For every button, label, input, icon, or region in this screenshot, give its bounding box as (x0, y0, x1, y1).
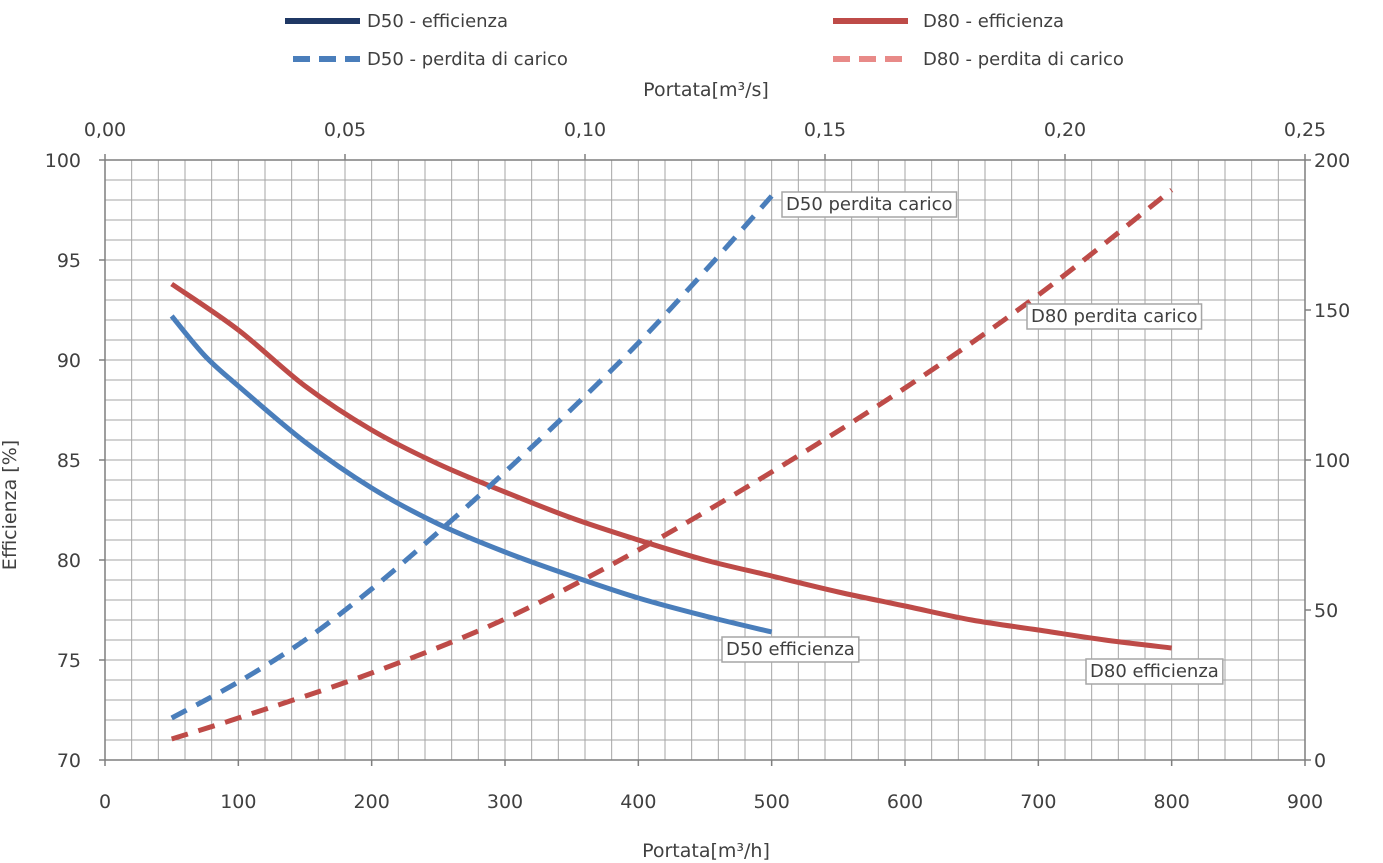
y-right-tick-label: 50 (1314, 600, 1338, 622)
series-line-d50-perdita-di-carico (170, 194, 774, 721)
legend-label-d50-efficienza: D50 - efficienza (367, 11, 508, 32)
series-label-d50-perdita-carico: D50 perdita carico (781, 191, 958, 218)
series-label-box (1085, 658, 1224, 685)
series-label-text: D50 perdita carico (786, 194, 953, 215)
y-left-tick-label: 75 (57, 650, 81, 672)
series-labels: D50 efficienza D80 efficienza D50 perdita … (721, 191, 1224, 685)
x-top-tick-label: 0,15 (804, 119, 846, 141)
y-left-tick-label: 85 (57, 450, 81, 472)
y-right-tick-label: 200 (1314, 150, 1350, 172)
series-label-d80-efficienza: D80 efficienza (1085, 658, 1224, 685)
x-top-tick-label: 0,00 (84, 119, 126, 141)
legend-label-d80-efficienza: D80 - efficienza (923, 11, 1064, 32)
series-label-text: D80 efficienza (1090, 661, 1219, 682)
x-bottom-tick-label: 0 (99, 791, 111, 813)
x-bottom-tick-label: 300 (487, 791, 523, 813)
legend-label-d50-perdita: D50 - perdita di carico (367, 49, 568, 70)
y-right-tick-label: 100 (1314, 450, 1350, 472)
x-bottom-tick-label: 700 (1020, 791, 1056, 813)
x-top-tick-label: 0,05 (324, 119, 366, 141)
series-line-d80-efficienza (170, 281, 1172, 651)
x-top-tick-label: 0,10 (564, 119, 606, 141)
y-right-tick-label: 150 (1314, 300, 1350, 322)
y-right-tick-label: 0 (1314, 750, 1326, 772)
x-bottom-tick-label: 500 (754, 791, 790, 813)
x-bottom-tick-label: 800 (1154, 791, 1190, 813)
series-label-d80-perdita-carico: D80 perdita carico (1026, 303, 1203, 330)
series-line-d80-perdita-di-carico (170, 188, 1174, 742)
series-group (169, 188, 1174, 742)
legend: D50 - efficienza D80 - efficienza D50 - … (285, 11, 1124, 70)
y-left-axis-title: Efficienza [%] (0, 440, 21, 570)
y-left-tick-label: 80 (57, 550, 81, 572)
series-label-box (781, 191, 958, 218)
x-bottom-axis-title: Portata[m³/h] (642, 840, 770, 862)
series-label-box (721, 636, 860, 663)
x-bottom-tick-label: 200 (354, 791, 390, 813)
series-label-d50-efficienza: D50 efficienza (721, 636, 860, 663)
series-label-text: D80 perdita carico (1031, 306, 1198, 327)
y-left-tick-label: 70 (57, 750, 81, 772)
y-left-tick-label: 100 (45, 150, 81, 172)
x-bottom-tick-label: 900 (1287, 791, 1323, 813)
series-line-d50-efficienza (169, 314, 773, 635)
x-top-tick-label: 0,20 (1044, 119, 1086, 141)
series-label-box (1026, 303, 1203, 330)
legend-label-d80-perdita: D80 - perdita di carico (923, 49, 1124, 70)
y-left-tick-label: 90 (57, 350, 81, 372)
series-label-text: D50 efficienza (726, 639, 855, 660)
x-top-tick-label: 0,25 (1284, 119, 1326, 141)
x-top-axis-title: Portata[m³/s] (643, 79, 769, 101)
y-left-tick-label: 95 (57, 250, 81, 272)
x-bottom-tick-label: 100 (220, 791, 256, 813)
x-bottom-tick-label: 600 (887, 791, 923, 813)
x-bottom-tick-label: 400 (620, 791, 656, 813)
